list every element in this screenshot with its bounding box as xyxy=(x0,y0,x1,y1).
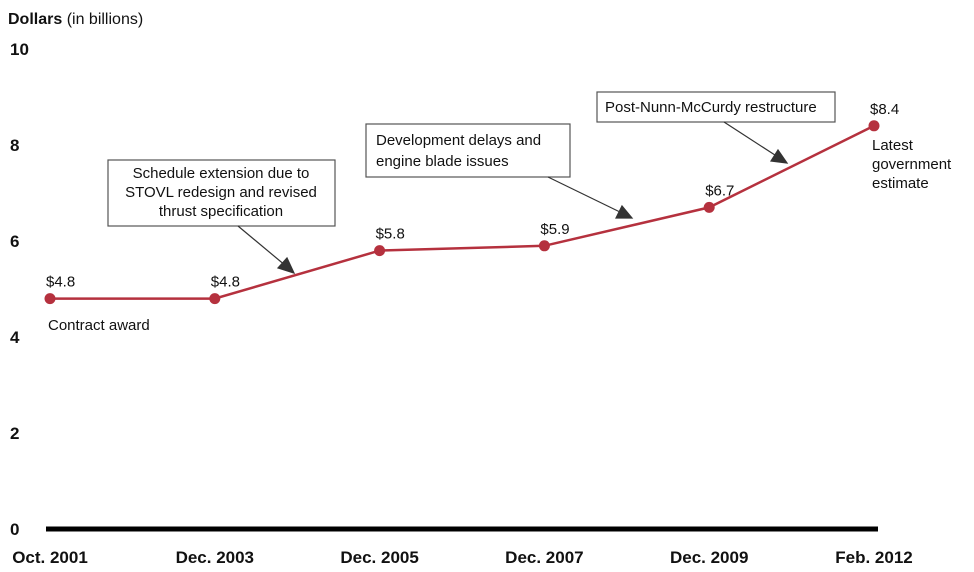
data-label: $4.8 xyxy=(211,274,240,291)
arrowhead-icon xyxy=(276,256,296,274)
y-tick-label: 2 xyxy=(10,424,19,443)
annotation-line: Schedule extension due to xyxy=(133,165,310,182)
annotation-line: thrust specification xyxy=(159,203,283,220)
arrowhead-icon xyxy=(769,148,789,164)
annotation-development-delays: Development delays and engine blade issu… xyxy=(365,123,571,178)
annotation-line: Post-Nunn-McCurdy restructure xyxy=(605,99,817,116)
y-axis-title: Dollars (in billions) xyxy=(8,11,143,28)
annotation-schedule-extension: Schedule extension due to STOVL redesign… xyxy=(107,159,336,227)
x-tick-label: Oct. 2001 xyxy=(12,548,88,567)
data-point xyxy=(868,120,880,132)
latest-estimate-note-line: Latest xyxy=(872,137,914,154)
annotation-line: engine blade issues xyxy=(376,153,509,170)
y-tick-label: 6 xyxy=(10,232,19,251)
data-points xyxy=(44,120,880,305)
arrow-schedule-extension xyxy=(237,225,287,267)
y-tick-label: 4 xyxy=(10,328,20,347)
y-axis-ticks: 0 2 4 6 8 10 xyxy=(10,40,29,539)
y-axis-title-bold: Dollars xyxy=(8,11,62,28)
annotation-line: STOVL redesign and revised xyxy=(125,184,317,201)
data-point xyxy=(374,245,386,257)
data-point xyxy=(703,201,715,213)
x-tick-label: Dec. 2003 xyxy=(176,548,254,567)
data-label: $4.8 xyxy=(46,274,75,291)
annotation-line: Development delays and xyxy=(376,132,541,149)
annotation-box xyxy=(596,91,836,123)
data-labels: $4.8 $4.8 $5.8 $5.9 $6.7 $8.4 xyxy=(46,101,899,291)
latest-estimate-note-line: government xyxy=(872,156,952,173)
data-label: $5.9 xyxy=(540,221,569,238)
annotation-box xyxy=(365,123,571,178)
x-tick-label: Dec. 2005 xyxy=(340,548,418,567)
x-axis-ticks: Oct. 2001 Dec. 2003 Dec. 2005 Dec. 2007 Dec.… xyxy=(12,548,913,567)
data-point xyxy=(209,293,221,305)
contract-award-note: Contract award xyxy=(48,317,150,334)
y-tick-label: 8 xyxy=(10,136,19,155)
arrow-development-delays xyxy=(547,176,623,214)
annotation-arrows xyxy=(237,121,789,274)
latest-estimate-note-line: estimate xyxy=(872,175,929,192)
annotation-box xyxy=(107,159,336,227)
x-tick-label: Dec. 2009 xyxy=(670,548,748,567)
arrowhead-icon xyxy=(615,204,634,219)
y-tick-label: 10 xyxy=(10,40,29,59)
x-tick-label: Feb. 2012 xyxy=(835,548,913,567)
data-point xyxy=(538,240,550,252)
arrow-post-nunn-mccurdy xyxy=(723,121,779,158)
data-label: $5.8 xyxy=(376,226,405,243)
y-axis-title-unit: (in billions) xyxy=(62,11,143,28)
data-point xyxy=(44,293,56,305)
series-line xyxy=(50,124,875,300)
annotation-post-nunn-mccurdy: Post-Nunn-McCurdy restructure xyxy=(596,91,836,123)
y-tick-label: 0 xyxy=(10,520,19,539)
data-label: $8.4 xyxy=(870,101,899,118)
data-label: $6.7 xyxy=(705,182,734,199)
x-tick-label: Dec. 2007 xyxy=(505,548,583,567)
